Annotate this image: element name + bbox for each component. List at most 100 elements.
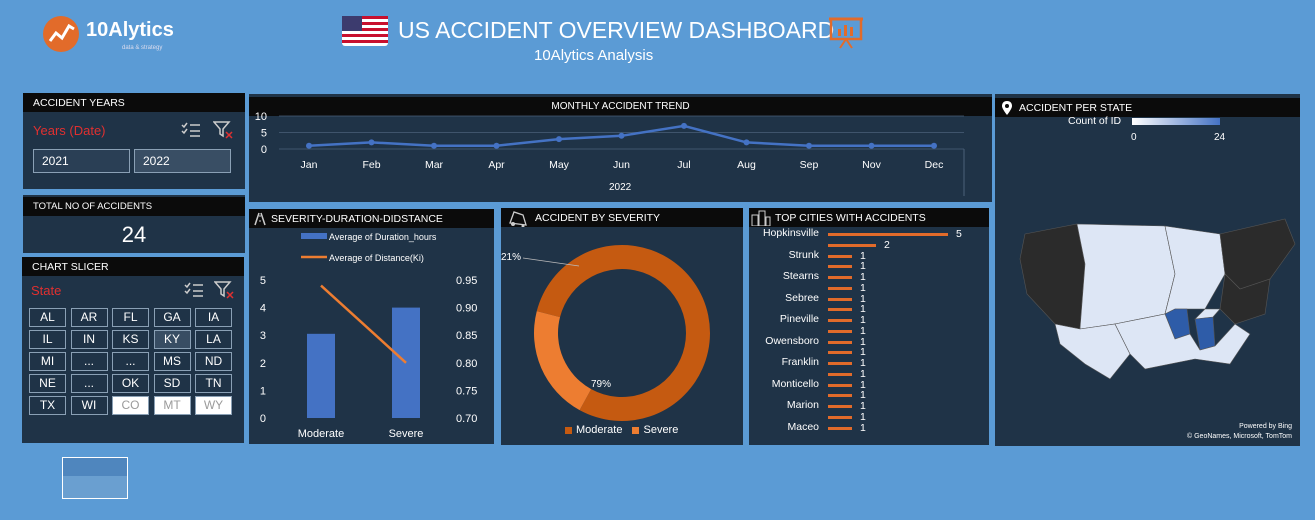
road-icon bbox=[254, 212, 266, 225]
state-button[interactable]: KY bbox=[153, 330, 191, 349]
severe-pct-label: 21% bbox=[501, 252, 522, 263]
city-bar bbox=[828, 319, 852, 322]
legend-severe-label: Severe bbox=[643, 424, 679, 436]
severity-duration-panel: SEVERITY-DURATION-DIDSTANCE 5 4 3 2 1 0 0.95 0.… bbox=[249, 209, 494, 444]
clear-filter-icon[interactable] bbox=[214, 281, 234, 299]
city-value-label: 5 bbox=[956, 228, 962, 240]
donut-legend: Moderate Severe bbox=[565, 424, 678, 436]
severity-duration-title: SEVERITY-DURATION-DIDSTANCE bbox=[249, 209, 494, 228]
x-tick-label: Jan bbox=[301, 159, 318, 171]
trend-point bbox=[806, 142, 812, 149]
city-bar bbox=[828, 362, 852, 365]
state-button[interactable]: OK bbox=[112, 374, 149, 393]
city-label: Marion bbox=[786, 399, 819, 411]
state-button[interactable]: ... bbox=[70, 374, 108, 393]
trend-point bbox=[493, 142, 500, 149]
logo-icon bbox=[43, 16, 79, 52]
accident-years-slicer: ACCIDENT YEARS Years (Date) 2021 2022 bbox=[23, 93, 245, 189]
city-value-label: 1 bbox=[860, 260, 866, 273]
state-button[interactable]: IL bbox=[29, 330, 66, 349]
state-button[interactable]: CO bbox=[112, 396, 149, 415]
city-label: Maceo bbox=[787, 420, 819, 433]
us-flag-icon bbox=[342, 16, 388, 46]
map-legend-title: Count of ID bbox=[1068, 115, 1122, 127]
city-bar bbox=[828, 426, 852, 430]
top-cities-title: TOP CITIES WITH ACCIDENTS bbox=[749, 208, 989, 227]
y-left-tick-label: 0 bbox=[260, 413, 266, 425]
multi-select-icon[interactable] bbox=[184, 282, 204, 298]
legend-severe-swatch bbox=[632, 426, 640, 434]
state-button[interactable]: AR bbox=[70, 308, 108, 327]
duration-bar bbox=[307, 333, 335, 418]
city-bar bbox=[828, 243, 876, 247]
state-button[interactable]: GA bbox=[153, 308, 191, 327]
selected-shape-placeholder[interactable] bbox=[62, 457, 128, 499]
state-button[interactable]: FL bbox=[112, 308, 149, 327]
clear-filter-icon[interactable] bbox=[213, 121, 233, 139]
year-2021-button[interactable]: 2021 bbox=[33, 149, 130, 173]
city-bar bbox=[828, 297, 852, 301]
map-legend-max: 24 bbox=[1214, 132, 1226, 143]
monthly-xaxis-title: 2022 bbox=[609, 182, 632, 193]
moderate-pct-label: 79% bbox=[591, 379, 612, 390]
legend-bar-swatch bbox=[301, 233, 327, 239]
severity-donut-title: ACCIDENT BY SEVERITY bbox=[501, 208, 743, 227]
city-value-label: 1 bbox=[860, 292, 866, 305]
severity-duration-title-text: SEVERITY-DURATION-DIDSTANCE bbox=[271, 212, 443, 225]
city-value-label: 1 bbox=[860, 335, 866, 348]
state-button[interactable]: MT bbox=[153, 396, 191, 415]
trend-point bbox=[681, 122, 687, 129]
city-bar bbox=[828, 308, 852, 312]
city-bar bbox=[828, 415, 852, 419]
city-value-label: 1 bbox=[860, 281, 866, 294]
state-button[interactable]: WI bbox=[70, 396, 108, 415]
city-label: Strunk bbox=[788, 248, 819, 261]
state-button[interactable]: ... bbox=[112, 352, 149, 371]
state-button[interactable]: MS bbox=[153, 352, 191, 371]
trend-point bbox=[931, 142, 937, 149]
legend-moderate-label: Moderate bbox=[576, 424, 623, 436]
multi-select-icon[interactable] bbox=[181, 122, 201, 138]
state-field-label: State bbox=[31, 283, 62, 298]
map-title: ACCIDENT PER STATE bbox=[995, 98, 1300, 117]
chart-slicer: CHART SLICER State AL AR FL GA IA IL IN KS KY LA M… bbox=[22, 257, 244, 443]
us-state-map[interactable] bbox=[1015, 214, 1300, 389]
total-accidents-title: TOTAL NO OF ACCIDENTS bbox=[23, 197, 245, 216]
y-right-tick-label: 0.75 bbox=[456, 385, 477, 397]
city-value-label: 1 bbox=[860, 389, 866, 402]
x-tick-label: Aug bbox=[737, 159, 756, 171]
severity-donut-panel: ACCIDENT BY SEVERITY 21% 79% Moderate Se… bbox=[501, 208, 743, 445]
state-button[interactable]: TN bbox=[195, 374, 232, 393]
city-value-label: 1 bbox=[860, 410, 866, 423]
car-crash-icon bbox=[509, 210, 527, 227]
state-button[interactable]: TX bbox=[29, 396, 66, 415]
y-tick-label: 10 bbox=[255, 111, 267, 123]
severity-duration-chart: 5 4 3 2 1 0 0.95 0.90 0.85 0.80 0.75 0.70 Moderate Se… bbox=[260, 233, 477, 440]
city-value-label: 1 bbox=[860, 367, 866, 380]
state-button[interactable]: WY bbox=[195, 396, 232, 415]
y-left-tick-label: 5 bbox=[260, 275, 266, 287]
city-bar bbox=[828, 372, 852, 376]
city-value-label: 1 bbox=[860, 400, 866, 412]
legend-moderate-swatch bbox=[565, 426, 572, 434]
trend-point bbox=[368, 139, 375, 146]
year-2022-button[interactable]: 2022 bbox=[134, 149, 231, 173]
state-button[interactable]: KS bbox=[112, 330, 149, 349]
state-button[interactable]: NE bbox=[29, 374, 66, 393]
state-button[interactable]: IN bbox=[70, 330, 108, 349]
state-button[interactable]: LA bbox=[195, 330, 232, 349]
state-button[interactable]: ND bbox=[195, 352, 232, 371]
city-value-label: 1 bbox=[860, 314, 866, 326]
page-subtitle: 10Alytics Analysis bbox=[534, 47, 654, 64]
state-button[interactable]: SD bbox=[153, 374, 191, 393]
state-button[interactable]: MI bbox=[29, 352, 66, 371]
city-bar bbox=[828, 276, 852, 279]
total-accidents-value: 24 bbox=[121, 222, 147, 247]
state-button[interactable]: ... bbox=[70, 352, 108, 371]
state-button[interactable]: AL bbox=[29, 308, 66, 327]
state-button[interactable]: IA bbox=[195, 308, 232, 327]
accident-per-state-panel: ACCIDENT PER STATE Count of ID 0 24 Powe… bbox=[995, 94, 1300, 446]
city-label: Stearns bbox=[782, 270, 819, 282]
x-tick-label: Severe bbox=[389, 428, 424, 440]
city-value-label: 1 bbox=[860, 271, 866, 283]
